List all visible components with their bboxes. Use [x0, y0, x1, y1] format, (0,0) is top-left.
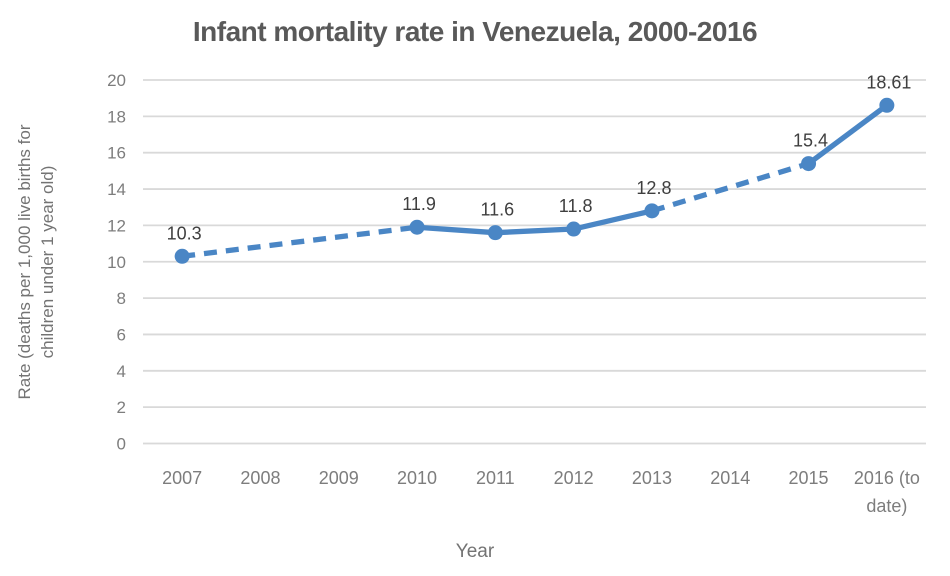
y-tick-label: 12	[107, 216, 126, 235]
x-tick-label: 2009	[319, 468, 359, 488]
series-segment-dashed	[651, 161, 810, 214]
data-point	[566, 221, 582, 237]
data-point	[409, 219, 425, 235]
data-point	[174, 248, 190, 264]
series-segment-solid	[806, 103, 889, 166]
data-label: 10.3	[167, 223, 202, 243]
data-point	[801, 156, 817, 172]
y-tick-label: 0	[117, 435, 126, 454]
y-tick-label: 8	[117, 289, 126, 308]
y-tick-label: 16	[107, 144, 126, 163]
data-point	[487, 225, 503, 241]
x-tick-label: 2008	[240, 468, 280, 488]
x-tick-label: 2012	[554, 468, 594, 488]
x-tick-label: 2007	[162, 468, 202, 488]
x-tick-label: 2011	[476, 468, 515, 488]
x-tick-label: 2013	[632, 468, 672, 488]
y-tick-label: 10	[107, 253, 126, 272]
chart-title: Infant mortality rate in Venezuela, 2000…	[192, 16, 758, 47]
x-tick-label: 2016 (to	[854, 468, 920, 488]
data-point	[879, 97, 895, 113]
x-axis-title: Year	[455, 541, 495, 562]
y-tick-label: 18	[107, 107, 126, 126]
data-point	[644, 203, 660, 219]
data-label: 11.9	[402, 194, 436, 214]
y-tick-label: 2	[117, 398, 126, 417]
x-tick-label: 2014	[710, 468, 750, 488]
series-segment-solid	[495, 226, 574, 236]
y-tick-label: 4	[117, 362, 126, 381]
y-tick-label: 20	[107, 71, 126, 90]
x-tick-label: 2010	[397, 468, 437, 488]
data-label: 11.8	[559, 196, 593, 216]
series-segment-dashed	[181, 224, 418, 259]
data-label: 18.61	[866, 72, 911, 92]
x-tick-label: 2015	[789, 468, 829, 488]
y-tick-label: 6	[117, 325, 126, 344]
data-label: 11.6	[480, 200, 514, 220]
data-label: 12.8	[636, 178, 671, 198]
data-label: 15.4	[793, 131, 828, 151]
x-tick-label: date)	[866, 496, 907, 516]
series-segment-solid	[573, 208, 653, 232]
series-segment-solid	[416, 224, 496, 236]
y-tick-label: 14	[107, 180, 126, 199]
